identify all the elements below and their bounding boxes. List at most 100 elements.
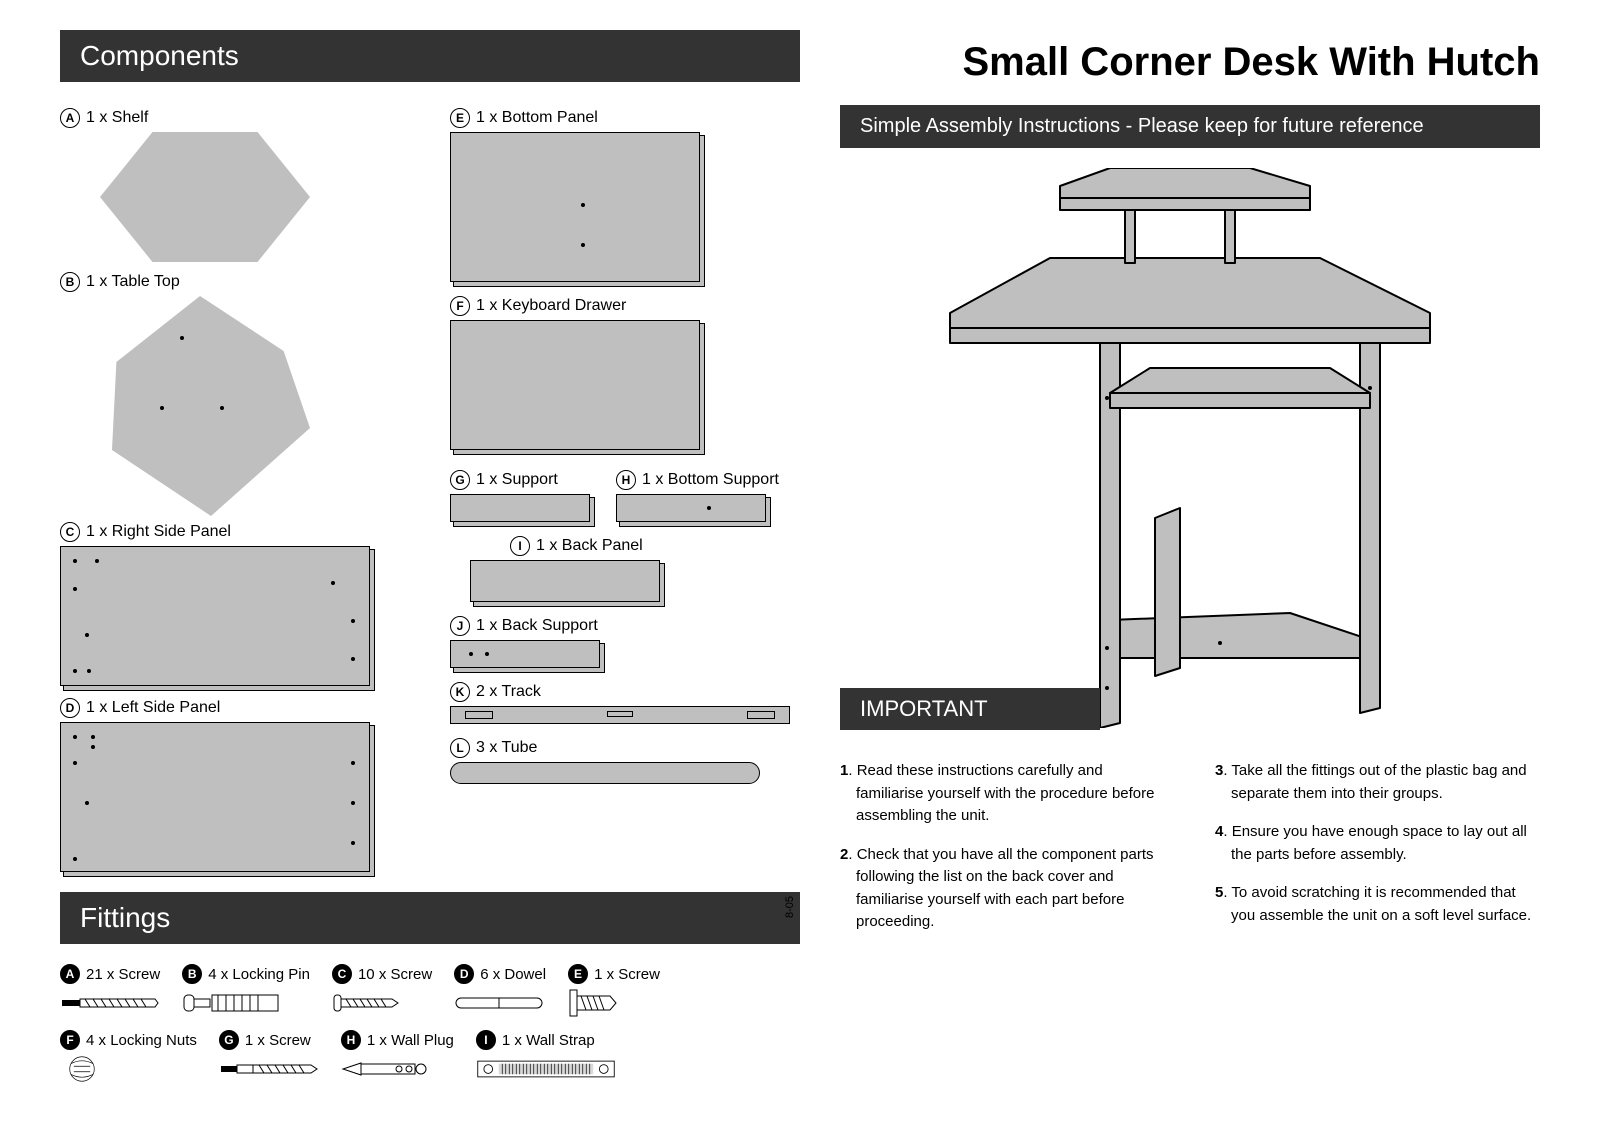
fitting-E: E1 x Screw xyxy=(568,964,660,1018)
part-letter-J: J xyxy=(450,616,470,636)
part-shape-track xyxy=(450,706,790,724)
fitting-letter-E: E xyxy=(568,964,588,984)
part-qty-H: 1 x Bottom Support xyxy=(642,471,779,489)
instructions-suffix: Please keep for future reference xyxy=(1138,115,1424,137)
dowel-icon xyxy=(454,988,544,1018)
screw-icon xyxy=(219,1054,319,1084)
part-label-G: G 1 x Support xyxy=(450,470,590,490)
fitting-letter-H: H xyxy=(341,1030,361,1050)
fitting-B: B4 x Locking Pin xyxy=(182,964,310,1018)
part-letter-E: E xyxy=(450,108,470,128)
instructions-dash: - xyxy=(1126,115,1138,137)
fitting-C: C10 x Screw xyxy=(332,964,432,1018)
part-shape-keyboard-drawer xyxy=(450,320,700,450)
part-qty-I: 1 x Back Panel xyxy=(536,537,643,555)
revision-code: 8-05 xyxy=(784,896,796,918)
part-label-B: B 1 x Table Top xyxy=(60,272,420,292)
left-column: Components A 1 x Shelf B 1 x Table Top xyxy=(60,30,800,1102)
part-qty-L: 3 x Tube xyxy=(476,739,537,757)
part-qty-A: 1 x Shelf xyxy=(86,109,148,127)
fitting-letter-A: A xyxy=(60,964,80,984)
components-subcol-2: E 1 x Bottom Panel F 1 x Keyboard Drawer… xyxy=(450,102,800,872)
fitting-letter-C: C xyxy=(332,964,352,984)
part-shape-right-panel xyxy=(60,546,370,686)
screw-icon xyxy=(568,988,618,1018)
part-letter-G: G xyxy=(450,470,470,490)
note-4: 4. Ensure you have enough space to lay o… xyxy=(1215,821,1540,866)
fitting-A: A21 x Screw xyxy=(60,964,160,1018)
part-qty-K: 2 x Track xyxy=(476,683,541,701)
part-shape-tube xyxy=(450,762,760,784)
locking-pin-icon xyxy=(182,988,282,1018)
part-letter-H: H xyxy=(616,470,636,490)
product-title: Small Corner Desk With Hutch xyxy=(840,40,1540,85)
screw-icon xyxy=(332,988,402,1018)
part-letter-L: L xyxy=(450,738,470,758)
instruction-sheet: Components A 1 x Shelf B 1 x Table Top xyxy=(60,30,1540,1102)
important-heading: IMPORTANT xyxy=(840,688,1100,730)
note-5: 5. To avoid scratching it is recommended… xyxy=(1215,882,1540,927)
part-letter-I: I xyxy=(510,536,530,556)
part-label-F: F 1 x Keyboard Drawer xyxy=(450,296,800,316)
wall-strap-icon xyxy=(476,1054,616,1084)
part-label-J: J 1 x Back Support xyxy=(450,616,800,636)
part-qty-E: 1 x Bottom Panel xyxy=(476,109,598,127)
right-column: Small Corner Desk With Hutch Simple Asse… xyxy=(840,30,1540,1102)
part-shape-left-panel xyxy=(60,722,370,872)
part-qty-C: 1 x Right Side Panel xyxy=(86,523,231,541)
part-label-D: D 1 x Left Side Panel xyxy=(60,698,420,718)
part-shape-back-support xyxy=(450,640,600,668)
part-qty-J: 1 x Back Support xyxy=(476,617,598,635)
part-label-A: A 1 x Shelf xyxy=(60,108,420,128)
part-qty-F: 1 x Keyboard Drawer xyxy=(476,297,626,315)
part-letter-A: A xyxy=(60,108,80,128)
components-heading: Components xyxy=(60,30,800,82)
part-shape-back-panel xyxy=(470,560,660,602)
components-grid: A 1 x Shelf B 1 x Table Top C 1 x Right … xyxy=(60,102,800,872)
part-label-H: H 1 x Bottom Support xyxy=(616,470,779,490)
part-label-C: C 1 x Right Side Panel xyxy=(60,522,420,542)
instructions-banner: Simple Assembly Instructions - Please ke… xyxy=(840,105,1540,148)
part-shape-bottom-panel xyxy=(450,132,700,282)
note-3: 3. Take all the fittings out of the plas… xyxy=(1215,760,1540,805)
part-label-E: E 1 x Bottom Panel xyxy=(450,108,800,128)
part-qty-B: 1 x Table Top xyxy=(86,273,180,291)
instructions-label: Simple Assembly Instructions xyxy=(860,115,1120,137)
supports-row: G 1 x Support H 1 x Bottom Support xyxy=(450,464,800,522)
notes-col-1: 1. Read these instructions carefully and… xyxy=(840,760,1165,950)
part-label-I: I 1 x Back Panel xyxy=(510,536,800,556)
fitting-H: H1 x Wall Plug xyxy=(341,1030,454,1084)
fittings-heading: Fittings xyxy=(60,892,800,944)
part-qty-G: 1 x Support xyxy=(476,471,558,489)
wall-plug-icon xyxy=(341,1054,431,1084)
part-shape-tabletop xyxy=(90,296,310,516)
components-subcol-1: A 1 x Shelf B 1 x Table Top C 1 x Right … xyxy=(60,102,420,872)
fitting-letter-D: D xyxy=(454,964,474,984)
desk-illustration xyxy=(910,168,1470,728)
important-notes: 1. Read these instructions carefully and… xyxy=(840,760,1540,950)
part-label-K: K 2 x Track xyxy=(450,682,800,702)
fitting-letter-B: B xyxy=(182,964,202,984)
locking-nut-icon xyxy=(60,1054,104,1084)
screw-icon xyxy=(60,988,160,1018)
part-qty-D: 1 x Left Side Panel xyxy=(86,699,220,717)
fitting-G: G1 x Screw xyxy=(219,1030,319,1084)
part-letter-C: C xyxy=(60,522,80,542)
part-shape-shelf xyxy=(100,132,310,262)
fitting-letter-I: I xyxy=(476,1030,496,1050)
fitting-letter-G: G xyxy=(219,1030,239,1050)
notes-col-2: 3. Take all the fittings out of the plas… xyxy=(1215,760,1540,950)
fitting-letter-F: F xyxy=(60,1030,80,1050)
part-label-L: L 3 x Tube xyxy=(450,738,800,758)
part-letter-D: D xyxy=(60,698,80,718)
note-2: 2. Check that you have all the component… xyxy=(840,844,1165,934)
part-shape-support xyxy=(450,494,590,522)
note-1: 1. Read these instructions carefully and… xyxy=(840,760,1165,828)
part-shape-bottom-support xyxy=(616,494,766,522)
part-letter-B: B xyxy=(60,272,80,292)
part-letter-F: F xyxy=(450,296,470,316)
fittings-row: A21 x Screw B4 x Locking Pin C10 x Screw… xyxy=(60,964,800,1096)
fitting-F: F4 x Locking Nuts xyxy=(60,1030,197,1084)
fitting-D: D6 x Dowel xyxy=(454,964,546,1018)
part-letter-K: K xyxy=(450,682,470,702)
